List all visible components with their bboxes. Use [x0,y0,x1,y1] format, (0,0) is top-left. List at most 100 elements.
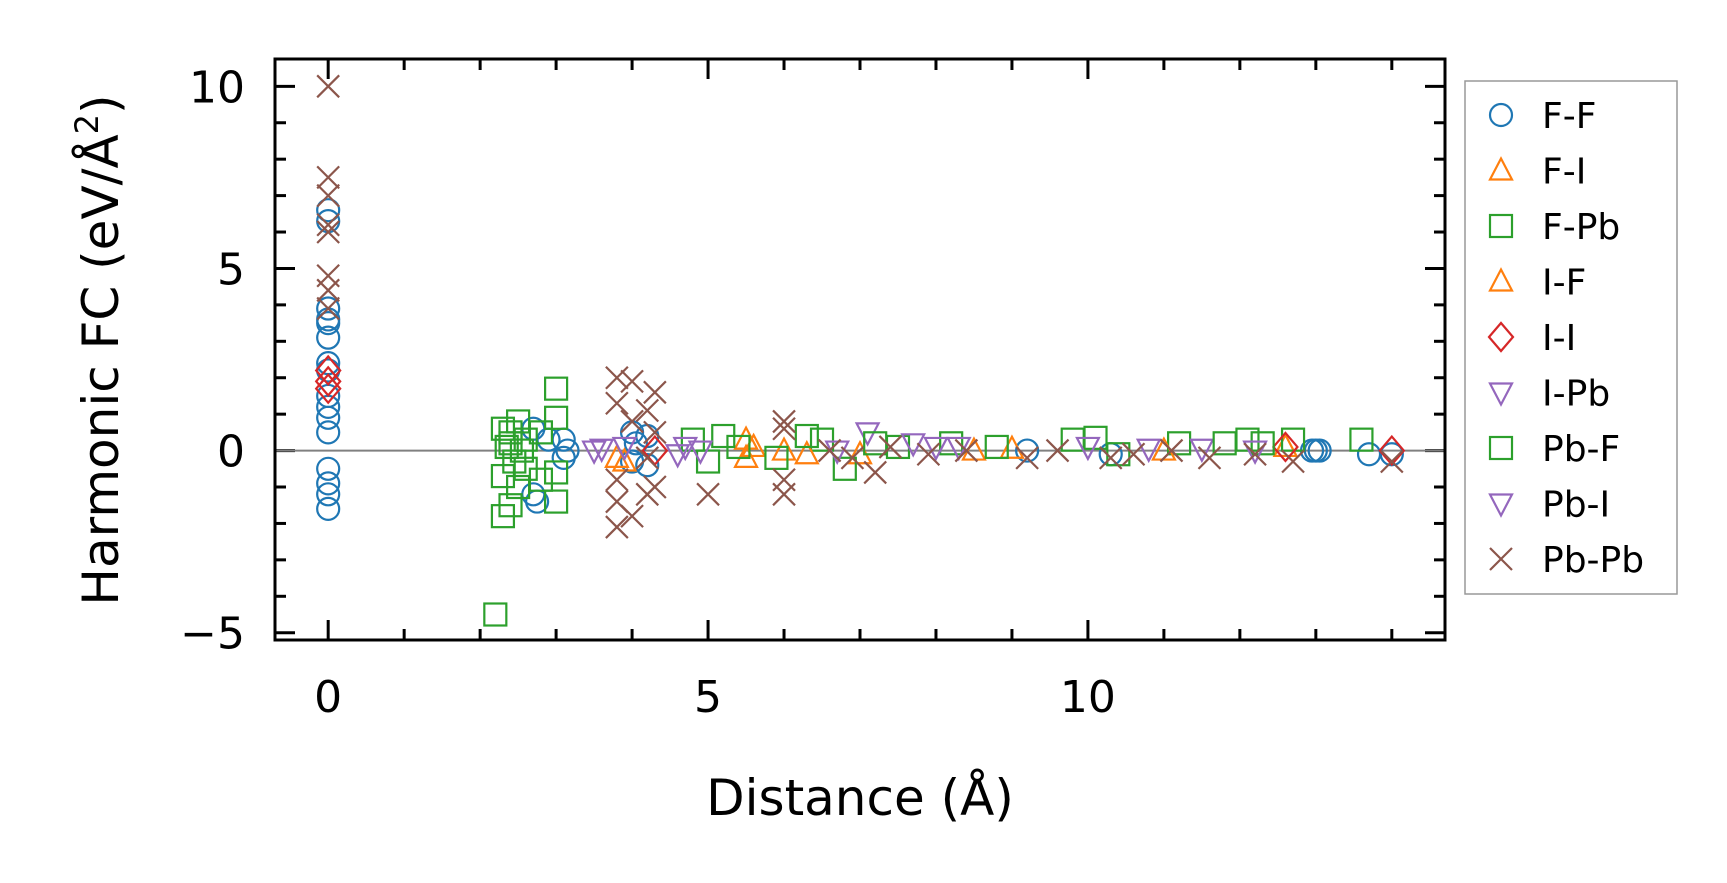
x-tick-label: 0 [314,672,342,723]
point-pb-f [794,423,819,449]
point-i-f [794,439,820,465]
y-tick-label: 10 [189,62,245,113]
point-i-pb [687,440,714,465]
point-f-f [1015,438,1040,463]
x-tick-label: 5 [694,672,722,723]
legend-marker-i-f [1488,267,1514,292]
point-pb-pb [643,380,667,405]
legend-marker-f-i [1488,156,1514,181]
point-i-i [1272,431,1299,463]
point-pb-pb [1197,446,1222,470]
point-pb-pb [620,409,644,434]
point-f-pb [1060,427,1085,452]
series-i-i [314,354,1406,467]
point-i-pb [581,440,607,465]
point-i-f [740,432,767,458]
point-pb-pb [635,446,660,470]
point-pb-i [1135,438,1162,464]
point-pb-f [764,445,789,470]
point-i-f [611,447,638,472]
axis-ticks [275,59,1445,640]
point-f-f [316,325,341,350]
point-pb-pb [772,482,796,507]
point-i-i [314,365,342,398]
legend-item-i-pb: I-Pb [1488,374,1610,415]
point-pb-pb [1243,442,1267,467]
legend-label-i-pb: I-Pb [1542,374,1610,415]
point-pb-pb [605,515,629,539]
point-pb-pb [1380,449,1404,474]
point-i-pb [900,433,926,458]
legend-marker-pb-f [1488,435,1514,461]
point-i-f [999,434,1025,459]
point-f-f [316,198,341,223]
data-points [314,74,1406,627]
point-i-pb [945,436,972,462]
point-f-pb [1166,431,1192,456]
legend-item-i-f: I-F [1488,263,1586,304]
point-pb-pb [643,475,667,499]
point-f-pb [544,489,569,514]
point-pb-pb [817,438,842,463]
x-axis-label: Distance (Å) [706,769,1014,827]
legend-marker-pb-i [1488,493,1514,518]
point-f-i [847,439,873,465]
series-pb-pb [316,74,1404,539]
legend-marker-i-i [1487,321,1515,353]
point-f-pb [832,456,857,481]
y-axis-label: Harmonic FC (eV/Å2) [68,94,130,605]
point-i-pb [611,436,638,462]
point-f-i [1272,432,1299,458]
point-f-f [551,445,576,470]
point-f-f [316,405,341,430]
point-pb-pb [840,446,865,470]
x-tick-label: 10 [1060,672,1116,723]
legend-marker-pb-pb [1489,547,1513,571]
legend-item-f-pb: F-Pb [1488,207,1620,248]
point-pb-pb [620,369,644,394]
point-pb-pb [1121,442,1146,467]
point-pb-pb [878,435,903,459]
point-pb-pb [696,482,720,507]
point-pb-pb [916,442,941,467]
point-pb-pb [1281,449,1305,474]
point-i-i [314,354,342,387]
tick-labels: 0 5 10 −5 0 5 10 [180,62,1116,723]
y-tick-label: −5 [180,609,245,660]
point-f-f [1098,442,1123,467]
point-pb-i [923,436,949,462]
point-f-pb [528,467,554,492]
y-tick-label: 0 [217,427,245,478]
point-pb-pb [605,391,629,416]
point-pb-f [494,434,519,460]
point-pb-f [1212,431,1237,456]
point-pb-pb [1159,438,1184,463]
point-f-pb [528,420,554,445]
point-f-f [316,471,341,496]
point-f-f [1356,442,1382,467]
point-f-pb [544,460,569,485]
point-f-pb [1349,427,1374,452]
point-pb-pb [772,416,796,441]
point-pb-f [726,434,751,460]
point-pb-i [588,438,615,464]
point-pb-pb [954,438,979,463]
point-pb-pb [316,165,340,190]
legend-item-pb-i: Pb-I [1488,485,1610,526]
point-pb-pb [863,460,887,485]
point-f-i [771,436,797,461]
series-f-f [316,198,1404,521]
point-pb-f [509,438,535,463]
legend-label-pb-i: Pb-I [1542,485,1610,526]
point-pb-pb [316,212,340,237]
series-pb-i [588,436,1268,465]
legend-item-pb-pb: Pb-Pb [1489,540,1644,581]
point-pb-i [672,436,699,462]
legend-marker-f-pb [1488,213,1514,239]
legend-marker-f-f [1488,102,1514,128]
point-f-pb [680,427,705,452]
point-i-i [1378,434,1406,467]
point-f-f [316,496,341,521]
point-pb-pb [1098,446,1123,470]
legend-frame [1464,80,1678,595]
